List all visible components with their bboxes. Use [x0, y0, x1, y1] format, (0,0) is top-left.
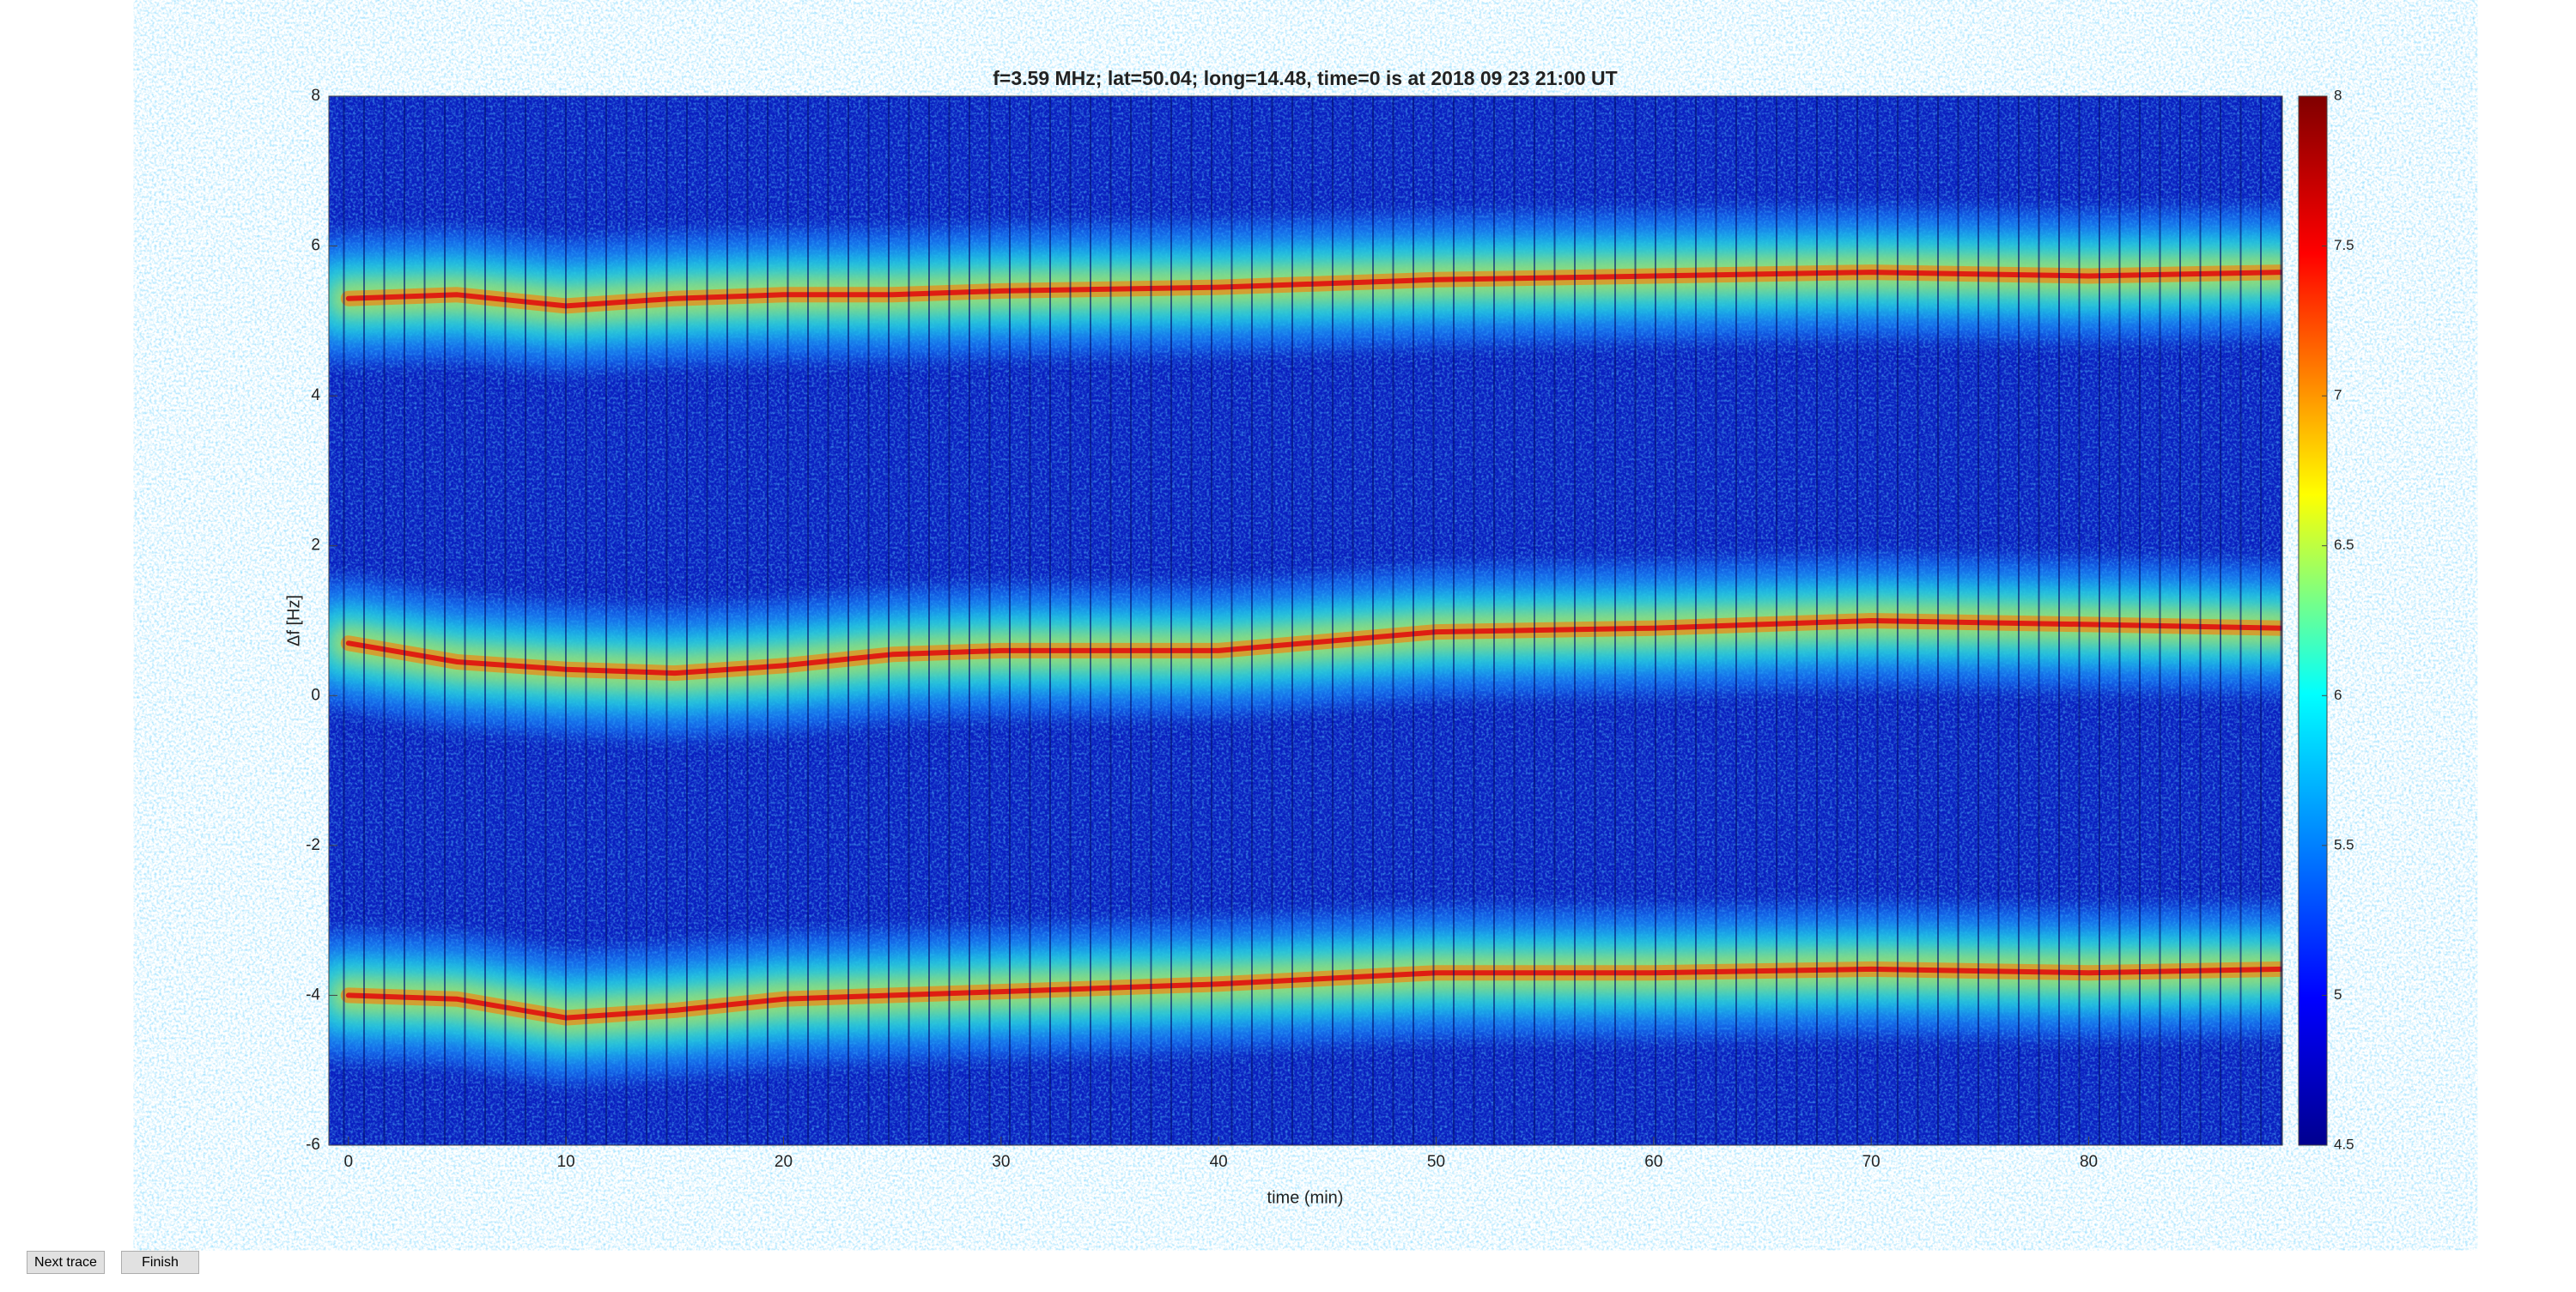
x-axis-label: time (min): [1267, 1188, 1344, 1207]
colorbar-tick-label: 5.5: [2334, 836, 2354, 852]
y-tick-label: -4: [306, 986, 320, 1004]
x-tick-label: 40: [1210, 1153, 1228, 1171]
y-tick-label: -6: [306, 1136, 320, 1154]
chart-title: f=3.59 MHz; lat=50.04; long=14.48, time=…: [993, 67, 1617, 89]
y-tick-label: 0: [311, 686, 320, 704]
finish-button[interactable]: Finish: [121, 1251, 199, 1274]
colorbar-tick-label: 7.5: [2334, 237, 2354, 253]
colorbar-tick-label: 6.5: [2334, 537, 2354, 553]
x-tick-label: 60: [1644, 1153, 1662, 1171]
y-axis-label: Δf [Hz]: [284, 595, 303, 646]
y-tick-label: 6: [311, 237, 320, 255]
y-tick-label: -2: [306, 836, 320, 854]
x-tick-label: 50: [1427, 1153, 1445, 1171]
next-trace-button[interactable]: Next trace: [27, 1251, 105, 1274]
colorbar-tick-label: 7: [2334, 387, 2342, 403]
plot-stripes: [329, 96, 2282, 1145]
x-tick-label: 10: [557, 1153, 575, 1171]
x-tick-label: 80: [2080, 1153, 2098, 1171]
colorbar: [2298, 95, 2328, 1146]
x-tick-label: 20: [775, 1153, 793, 1171]
y-tick-label: 2: [311, 537, 320, 555]
y-tick-label: 4: [311, 386, 320, 404]
x-tick-label: 70: [1862, 1153, 1880, 1171]
plot-frame: [328, 95, 2283, 1146]
colorbar-tick-label: 6: [2334, 687, 2342, 703]
x-tick-label: 30: [992, 1153, 1010, 1171]
y-tick-label: 8: [311, 87, 320, 105]
colorbar-tick-label: 5: [2334, 986, 2342, 1003]
colorbar-tick-label: 8: [2334, 87, 2342, 103]
x-tick-label: 0: [344, 1153, 354, 1171]
colorbar-tick-label: 4.5: [2334, 1136, 2354, 1152]
